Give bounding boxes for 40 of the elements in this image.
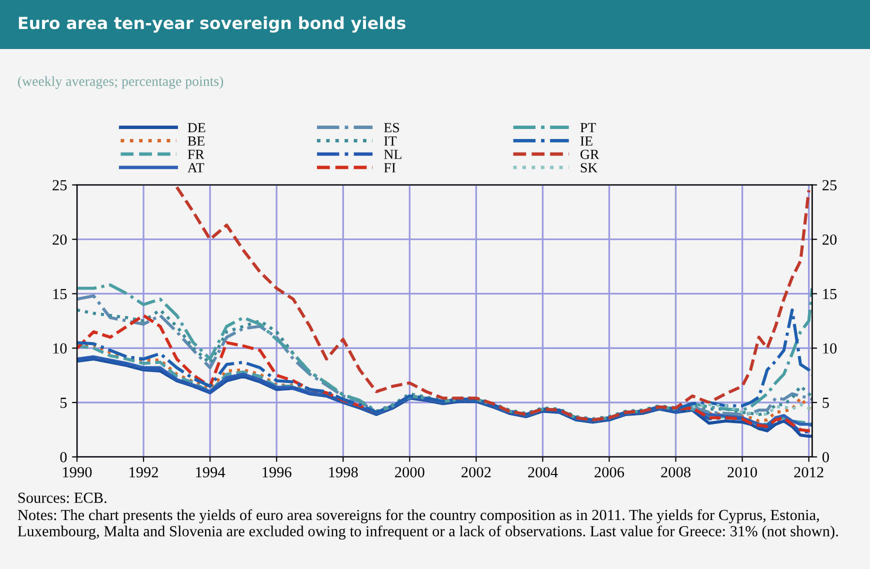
legend-label: FI <box>384 163 396 172</box>
x-tick-label: 2004 <box>528 467 558 478</box>
y-tick-label: 20 <box>52 234 67 245</box>
legend-label: IE <box>580 136 592 146</box>
x-tick-label: 2010 <box>728 467 757 478</box>
y-tick-label: 15 <box>53 288 67 300</box>
chart-title: Euro area ten-year sovereign bond yields <box>18 16 406 33</box>
x-tick-label: 2000 <box>395 467 424 478</box>
x-tick-label: 1998 <box>329 467 358 478</box>
y2-tick-label: 25 <box>822 180 837 190</box>
x-tick-label: 2012 <box>794 467 824 478</box>
x-tick-label: 1994 <box>196 467 226 478</box>
text: Notes: The chart presents the yields of euro area sovereigns for the country composition as in 2011. The yields for Cyprus, Estonia, Luxembourg, Malta and Slovenia are excluded owing to infrequent or a lack of observations. Last value for Greece: 31% (not shown). <box>18 509 838 540</box>
chart-subtitle: (weekly averages; percentage points) <box>18 76 224 89</box>
x-tick-label: 2002 <box>462 467 491 478</box>
legend-label: IT <box>384 136 397 146</box>
legend-label: PT <box>580 123 596 132</box>
legend-label: SK <box>580 163 598 172</box>
y2-tick-label: 10 <box>823 343 837 354</box>
source-note: Sources: ECB. <box>18 492 106 504</box>
legend-label: ES <box>384 122 400 132</box>
x-tick-label: 1992 <box>130 467 158 478</box>
x-tick-label: 1996 <box>262 467 292 478</box>
legend-label: DE <box>188 123 206 132</box>
y2-tick-label: 0 <box>822 452 829 462</box>
legend-label: FR <box>188 150 204 159</box>
y2-tick-label: 20 <box>822 234 837 245</box>
y-tick-label: 25 <box>52 180 67 190</box>
legend-label: AT <box>188 163 204 172</box>
legend-label: GR <box>580 150 600 160</box>
x-tick-label: 1990 <box>63 467 92 478</box>
y-tick-label: 10 <box>53 343 67 354</box>
y2-tick-label: 15 <box>823 288 837 300</box>
y2-tick-label: 5 <box>822 398 829 408</box>
legend-label: NL <box>384 150 402 159</box>
legend-label: BE <box>188 136 204 146</box>
x-tick-label: 2008 <box>661 467 690 478</box>
x-tick-label: 2006 <box>594 467 624 478</box>
y-tick-label: 5 <box>60 398 67 408</box>
y-tick-label: 0 <box>60 452 67 462</box>
